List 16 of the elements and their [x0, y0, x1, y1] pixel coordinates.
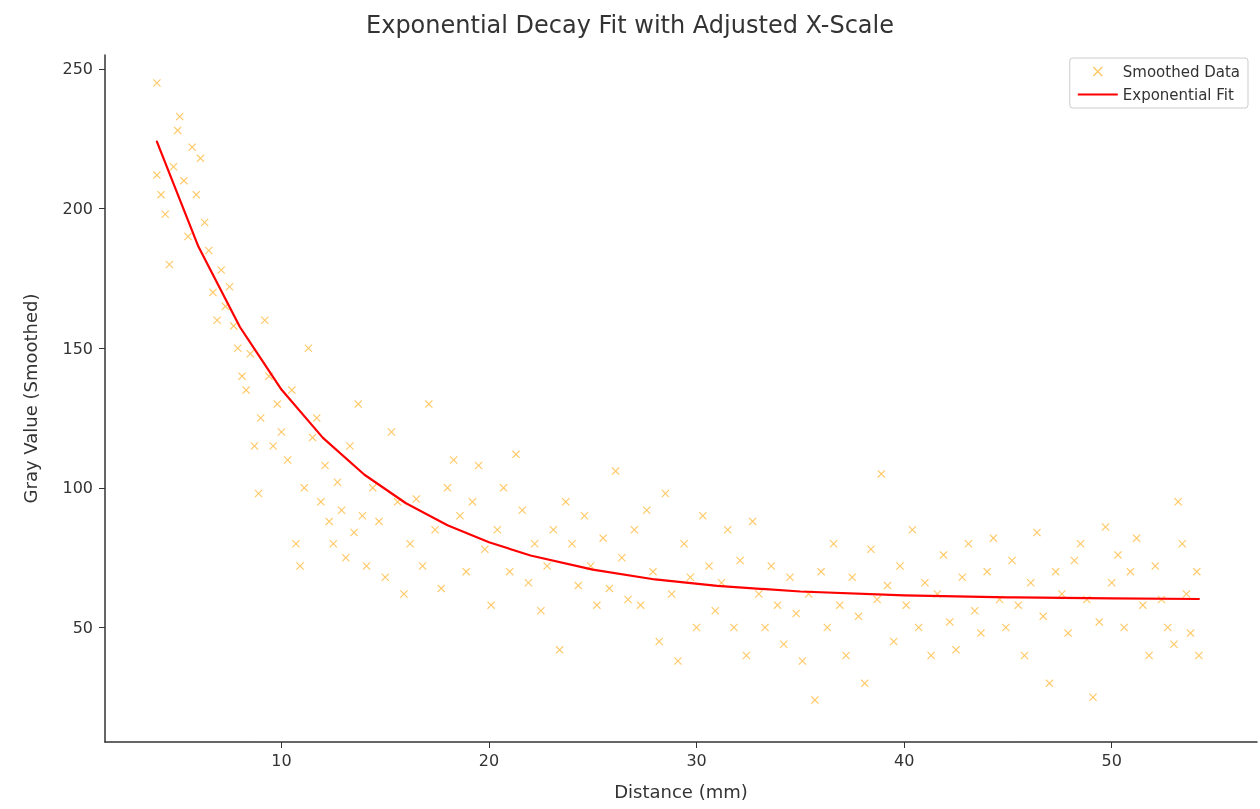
y-tick-label: 150	[62, 338, 93, 358]
chart-title: Exponential Decay Fit with Adjusted X-Scale	[366, 11, 894, 39]
y-tick-label: 50	[72, 618, 93, 637]
x-tick-label: 30	[686, 750, 707, 770]
x-tick-label: 20	[478, 750, 500, 770]
y-axis-title: Gray Value (Smoothed)	[19, 293, 41, 504]
line-series	[155, 140, 1200, 601]
x-axis-title: Distance (mm)	[614, 780, 748, 802]
x-tick-label: 10	[271, 750, 292, 770]
legend-label: Exponential Fit	[1122, 85, 1234, 104]
legend-label: Smoothed Data	[1122, 62, 1241, 81]
y-tick-label: 250	[62, 59, 93, 79]
x-tick-label: 40	[893, 750, 915, 770]
y-tick-label: 200	[62, 199, 93, 219]
y-tick-label: 100	[62, 478, 93, 498]
x-tick-label: 50	[1101, 750, 1122, 770]
